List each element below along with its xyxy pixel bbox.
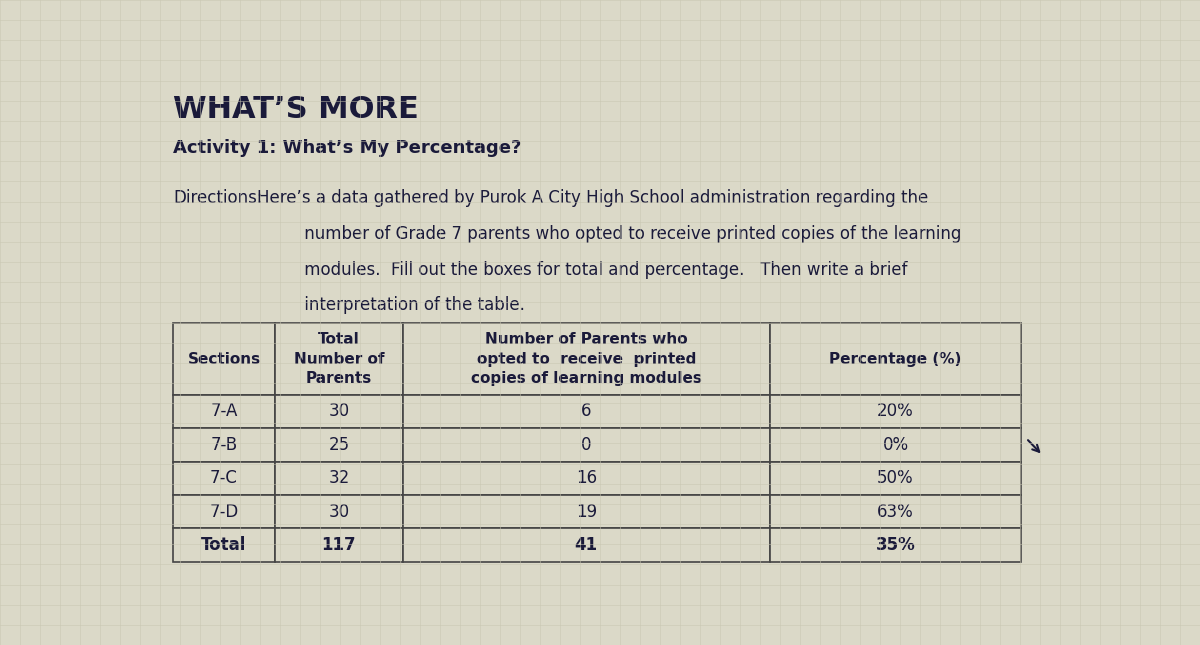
Bar — [403, 495, 769, 528]
Bar — [769, 395, 1021, 428]
Text: Total
Number of
Parents: Total Number of Parents — [294, 332, 384, 386]
Bar — [173, 528, 275, 562]
Text: Number of Parents who
opted to  receive  printed
copies of learning modules: Number of Parents who opted to receive p… — [470, 332, 702, 386]
Text: 0: 0 — [581, 436, 592, 454]
Text: Activity 1: What’s My Percentage?: Activity 1: What’s My Percentage? — [173, 139, 522, 157]
Text: Total: Total — [202, 536, 247, 554]
Bar — [769, 428, 1021, 462]
Text: 30: 30 — [329, 402, 349, 421]
Text: interpretation of the table.: interpretation of the table. — [257, 297, 524, 314]
Bar — [275, 495, 403, 528]
Text: number of Grade 7 parents who opted to receive printed copies of the learning: number of Grade 7 parents who opted to r… — [257, 225, 961, 243]
Text: modules.  Fill out the boxes for total and percentage.   Then write a brief: modules. Fill out the boxes for total an… — [257, 261, 907, 279]
Bar — [173, 495, 275, 528]
Text: Sections: Sections — [187, 352, 260, 366]
Text: 50%: 50% — [877, 469, 914, 487]
Text: Here’s a data gathered by Purok A City High School administration regarding the: Here’s a data gathered by Purok A City H… — [257, 189, 929, 207]
Text: 7-A: 7-A — [210, 402, 238, 421]
Bar — [403, 323, 769, 395]
Text: Directions:: Directions: — [173, 189, 263, 207]
Text: 19: 19 — [576, 502, 596, 521]
Text: 35%: 35% — [876, 536, 916, 554]
Bar — [173, 323, 275, 395]
Bar — [275, 462, 403, 495]
Bar — [769, 462, 1021, 495]
Bar — [275, 323, 403, 395]
Text: 41: 41 — [575, 536, 598, 554]
Bar — [173, 462, 275, 495]
Bar — [275, 528, 403, 562]
Text: 117: 117 — [322, 536, 356, 554]
Text: WHAT’S MORE: WHAT’S MORE — [173, 95, 419, 124]
Text: 7-B: 7-B — [210, 436, 238, 454]
Bar — [769, 323, 1021, 395]
Bar — [769, 528, 1021, 562]
Text: 6: 6 — [581, 402, 592, 421]
Text: 0%: 0% — [882, 436, 908, 454]
Bar — [275, 395, 403, 428]
Bar — [403, 395, 769, 428]
Text: 16: 16 — [576, 469, 596, 487]
Text: 20%: 20% — [877, 402, 914, 421]
Bar — [403, 462, 769, 495]
Text: 63%: 63% — [877, 502, 914, 521]
Text: 32: 32 — [329, 469, 349, 487]
Text: 7-C: 7-C — [210, 469, 238, 487]
Bar — [275, 428, 403, 462]
Text: Percentage (%): Percentage (%) — [829, 352, 961, 366]
Text: 25: 25 — [329, 436, 349, 454]
Text: 30: 30 — [329, 502, 349, 521]
Bar — [403, 428, 769, 462]
Bar — [173, 428, 275, 462]
Bar — [769, 495, 1021, 528]
Bar — [403, 528, 769, 562]
Bar — [173, 395, 275, 428]
Text: 7-D: 7-D — [210, 502, 239, 521]
